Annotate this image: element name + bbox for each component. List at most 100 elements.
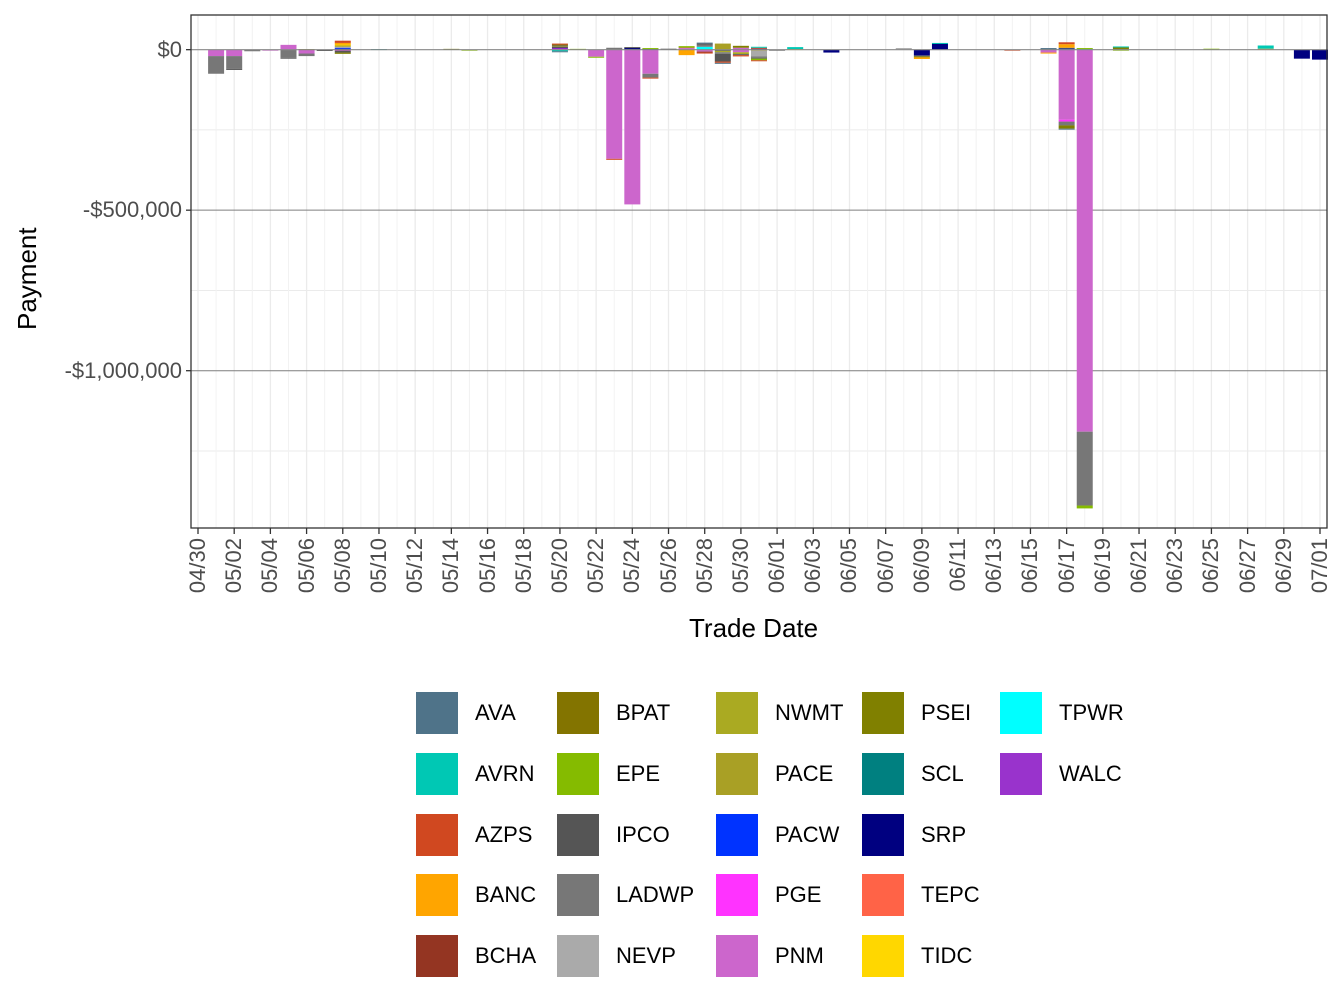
bar-segment-pnm (588, 49, 605, 57)
x-tick-label: 06/27 (1234, 538, 1260, 594)
bar-segment-pacw (334, 47, 351, 49)
legend-label: WALC (1059, 760, 1122, 786)
x-tick-label: 05/02 (221, 538, 247, 594)
x-tick-label: 05/24 (619, 538, 645, 594)
legend-swatch (862, 813, 904, 856)
bar-segment-avrn (751, 46, 767, 48)
x-tick-label: 06/19 (1089, 538, 1115, 594)
legend-label: TIDC (921, 943, 973, 969)
bar-segment-epe (751, 58, 767, 61)
x-tick-label: 06/21 (1126, 538, 1152, 594)
bar-segment-avrn (1112, 46, 1129, 48)
bar-segment-banc (1058, 44, 1075, 48)
x-tick-label: 05/10 (365, 538, 391, 594)
bar-segment-nwmt (732, 52, 749, 55)
x-tick-label: 05/28 (691, 538, 717, 594)
bar-segment-epe (588, 56, 605, 58)
legend: AVA AVRN AZPS BANC BCHA BPAT EPE IPCO LADWP NEVP N… (416, 692, 1176, 992)
x-tick-label: 05/08 (329, 538, 355, 594)
bar-segment-psei (732, 45, 749, 48)
legend-item-tidc: TIDC (862, 935, 973, 978)
bar-segment-banc (678, 49, 695, 56)
bar-segment-ipco (334, 50, 351, 53)
bar-segment-pnm (678, 48, 695, 50)
legend-label: AVA (475, 700, 516, 725)
y-tick-label: $0 (157, 36, 182, 62)
bar-segment-ipco (751, 57, 767, 59)
bar-segment-srp (823, 49, 840, 53)
bar-segment-pnm (732, 49, 749, 53)
bar-segment-ladwp (208, 56, 225, 74)
legend-item-azps: AZPS (416, 813, 532, 856)
x-tick-label: 06/03 (800, 538, 826, 594)
bar-segment-epe (1076, 505, 1093, 509)
legend-swatch (716, 752, 758, 795)
legend-item-srp: SRP (862, 813, 967, 856)
bar-segment-ipco (714, 53, 731, 62)
bar-segment-pace (551, 46, 568, 48)
x-tick-label: 05/30 (727, 538, 753, 594)
x-tick-label: 06/23 (1162, 538, 1188, 594)
legend-label: SRP (921, 821, 967, 847)
bar-segment-azps (551, 43, 568, 45)
bar-segment-nwmt (714, 50, 731, 53)
legend-swatch (716, 692, 758, 734)
bar-segment-srp (551, 47, 568, 49)
x-tick-label: 05/20 (546, 538, 572, 594)
legend-item-epe: EPE (557, 752, 661, 795)
bar-segment-azps (714, 61, 731, 63)
bar-segment-nevp (334, 46, 351, 48)
x-tick-label: 05/04 (257, 538, 283, 594)
bar-segment-azps (732, 55, 749, 57)
bar-segment-tpwr (696, 46, 713, 50)
legend-swatch (416, 935, 458, 978)
x-tick-label: 04/30 (185, 538, 210, 594)
x-axis-ticks (197, 528, 1321, 534)
legend-item-nwmt: NWMT (716, 692, 843, 734)
legend-item-banc: BANC (416, 874, 536, 917)
bar-segment-epe (1076, 48, 1093, 50)
legend-label: PSEI (921, 700, 972, 725)
bar-segment-avrn (551, 49, 568, 52)
legend-item-walc: WALC (1000, 752, 1122, 795)
bar-segment-banc (334, 42, 351, 45)
bar-segment-pnm (624, 49, 641, 205)
legend-item-tepc: TEPC (862, 874, 980, 917)
bar-segment-pnm (606, 49, 623, 159)
bar-segment-avrn (787, 47, 804, 50)
legend-item-bcha: BCHA (416, 935, 536, 978)
legend-label: BPAT (616, 700, 671, 725)
legend-swatch (416, 692, 458, 734)
minor-grid (191, 15, 1327, 528)
legend-item-pge: PGE (716, 874, 821, 917)
legend-swatch (716, 874, 758, 917)
bar-segment-pge (551, 48, 568, 50)
bar-segment-ladwp (913, 55, 930, 57)
legend-swatch (716, 935, 758, 978)
bars-layer (208, 40, 1328, 509)
legend-item-scl: SCL (862, 752, 964, 795)
bar-segment-srp (931, 43, 948, 50)
bar-segment-ava (714, 62, 731, 64)
legend-label: EPE (616, 760, 661, 786)
bar-segment-pnm (1040, 49, 1057, 53)
bar-segment-pace (714, 43, 731, 50)
bar-segment-pnm (696, 49, 713, 52)
bar-segment-srp (913, 49, 930, 56)
bar-segment-ladwp (226, 56, 243, 69)
legend-swatch (557, 935, 599, 978)
bar-segment-bcha (696, 51, 713, 53)
legend-label: NEVP (616, 943, 676, 969)
bar-segment-ipco (280, 57, 297, 59)
x-tick-label: 06/17 (1053, 538, 1079, 594)
legend-label: SCL (921, 760, 964, 786)
legend-swatch (862, 752, 904, 795)
x-tick-label: 05/12 (402, 538, 428, 594)
bar-segment-ipco (316, 49, 333, 51)
y-axis-ticks (186, 49, 191, 372)
legend-label: IPCO (616, 821, 670, 847)
bar-segment-pace (678, 46, 695, 49)
legend-label: PACE (775, 760, 834, 786)
bar-segment-ipco (696, 43, 713, 45)
x-tick-label: 05/16 (474, 538, 500, 594)
